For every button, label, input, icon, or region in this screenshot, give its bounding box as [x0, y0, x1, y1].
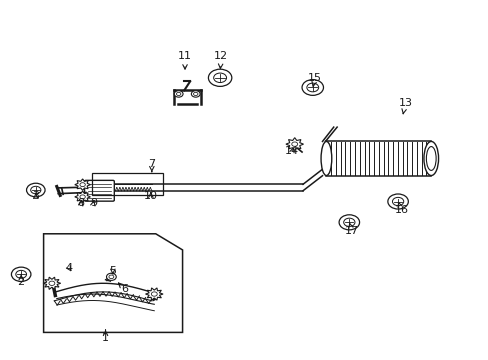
Text: 1: 1	[102, 330, 109, 343]
Circle shape	[174, 91, 183, 97]
Text: 11: 11	[178, 51, 192, 69]
Text: 7: 7	[148, 159, 155, 172]
Polygon shape	[75, 179, 90, 190]
Circle shape	[80, 183, 85, 186]
Ellipse shape	[426, 147, 435, 170]
Circle shape	[306, 83, 318, 92]
Polygon shape	[145, 288, 163, 300]
Circle shape	[151, 292, 157, 296]
FancyBboxPatch shape	[84, 180, 114, 201]
Circle shape	[193, 92, 198, 95]
Circle shape	[80, 195, 85, 199]
Circle shape	[49, 281, 55, 285]
Circle shape	[338, 215, 359, 230]
Circle shape	[109, 275, 114, 279]
Text: 3: 3	[32, 191, 39, 201]
Circle shape	[26, 183, 45, 197]
Text: 2: 2	[18, 274, 25, 287]
Circle shape	[208, 69, 231, 86]
Bar	[92, 173, 163, 195]
Circle shape	[16, 270, 26, 278]
Polygon shape	[285, 138, 303, 150]
Circle shape	[291, 142, 297, 146]
Circle shape	[392, 197, 403, 206]
Circle shape	[176, 92, 181, 95]
Text: 15: 15	[307, 73, 322, 86]
Polygon shape	[43, 277, 61, 289]
Text: 5: 5	[109, 266, 116, 276]
Circle shape	[31, 186, 41, 194]
Ellipse shape	[423, 141, 438, 176]
Circle shape	[387, 194, 407, 209]
Text: 16: 16	[394, 202, 407, 216]
Ellipse shape	[321, 141, 331, 176]
Circle shape	[191, 91, 200, 97]
Circle shape	[213, 73, 226, 82]
Text: 14: 14	[285, 146, 299, 156]
Circle shape	[11, 267, 31, 282]
Text: 8: 8	[78, 198, 84, 208]
Polygon shape	[75, 191, 90, 203]
Circle shape	[302, 80, 323, 95]
Circle shape	[343, 218, 354, 226]
Text: 6: 6	[118, 283, 128, 294]
Circle shape	[106, 273, 116, 280]
Text: 17: 17	[344, 223, 358, 236]
Text: 10: 10	[143, 191, 158, 201]
Text: 12: 12	[214, 51, 228, 68]
Text: 9: 9	[90, 198, 97, 208]
Text: 4: 4	[65, 263, 72, 273]
Text: 13: 13	[398, 98, 411, 114]
